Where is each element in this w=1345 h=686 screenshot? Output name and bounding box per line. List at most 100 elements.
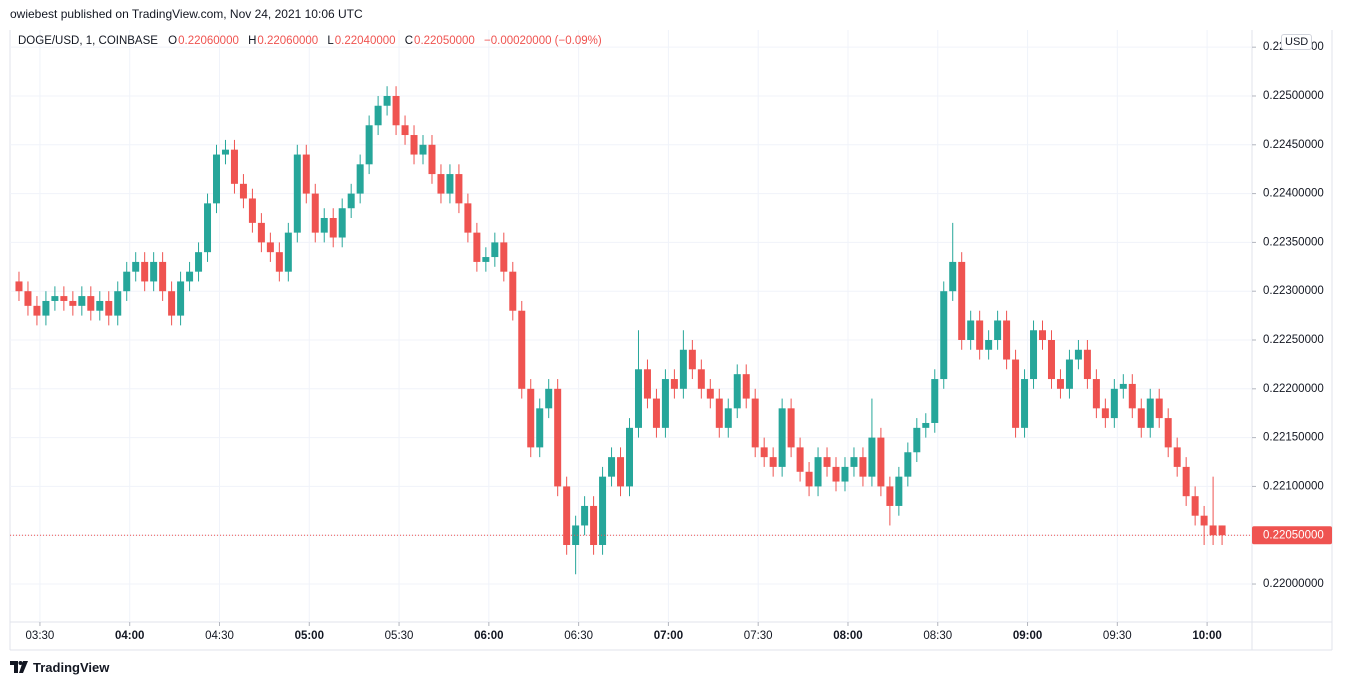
candle-body [581, 505, 589, 526]
candle-body [913, 427, 921, 453]
currency-button[interactable]: USD [1281, 34, 1313, 50]
candle-body [1003, 320, 1011, 360]
x-tick-label: 08:30 [923, 630, 952, 642]
candle-body [491, 242, 499, 258]
candle-body [24, 291, 32, 306]
candle-body [1065, 359, 1073, 389]
candle-body [976, 320, 984, 350]
candle-body [536, 408, 544, 448]
candle-body [105, 300, 113, 316]
candle-body [563, 486, 571, 545]
candle-body [904, 452, 912, 477]
candle-body [419, 144, 427, 155]
candle-body [141, 261, 149, 282]
candle-body [949, 261, 957, 292]
candle-body [590, 505, 598, 545]
candle-body [742, 374, 750, 399]
candle-body [796, 447, 804, 472]
candle-body [814, 457, 822, 487]
candle-body [1218, 525, 1226, 536]
candle-body [1012, 359, 1020, 428]
candle-body [518, 310, 526, 389]
x-tick-label: 08:00 [833, 630, 862, 642]
candle-body [1191, 496, 1199, 516]
candle-body [1128, 383, 1136, 409]
candle-body [257, 222, 265, 243]
candle-body [652, 398, 660, 428]
logo-icon [10, 661, 28, 673]
last-price-badge [1252, 526, 1332, 545]
candle-body [787, 408, 795, 448]
candle-body [51, 296, 59, 301]
y-tick-label: 0.22100000 [1263, 480, 1324, 492]
candle-body [1047, 340, 1055, 380]
candle-body [446, 174, 454, 194]
label: L [327, 35, 334, 47]
candle-body [150, 261, 158, 282]
candle-body [527, 388, 535, 448]
y-tick-label: 0.22000000 [1263, 578, 1324, 590]
candle-body [697, 369, 705, 389]
candle-body [1155, 398, 1163, 419]
y-tick-label: 0.22450000 [1263, 139, 1324, 151]
candle-body [42, 300, 50, 316]
y-tick-label: 0.22300000 [1263, 285, 1324, 297]
candle-body [410, 135, 418, 155]
candle-body [868, 437, 876, 477]
y-tick-label: 0.22400000 [1263, 188, 1324, 200]
candle-body [634, 369, 642, 428]
label: H [248, 35, 257, 47]
candle-body [437, 174, 445, 194]
candle-body [850, 457, 858, 467]
candle-body [994, 320, 1002, 341]
candle-body [69, 300, 77, 306]
candle-body [733, 374, 741, 409]
candle-body [347, 193, 355, 209]
y-tick-label: 0.22200000 [1263, 383, 1324, 395]
candle-body [1146, 398, 1154, 428]
x-tick-label: 04:00 [115, 630, 144, 642]
candle-body [78, 296, 86, 306]
x-tick-label: 07:00 [654, 630, 683, 642]
candle-body [60, 296, 68, 301]
candle-body [509, 271, 517, 311]
change: −0.00020000 (−0.09%) [484, 35, 602, 47]
x-tick-label: 05:00 [295, 630, 324, 642]
candle-body [931, 379, 939, 423]
value: 0.22040000 [334, 35, 396, 47]
candle-body [1137, 408, 1145, 428]
x-tick-label: 09:00 [1013, 630, 1042, 642]
candle-body [1021, 379, 1029, 428]
candle-body [401, 125, 409, 136]
candle-body [1074, 349, 1082, 360]
x-tick-label: 03:30 [26, 630, 55, 642]
candle-body [1056, 379, 1064, 389]
candle-body [159, 261, 167, 292]
candle-body [455, 174, 463, 204]
candle-body [275, 252, 283, 272]
candle-body [195, 252, 203, 272]
candle-body [33, 305, 41, 316]
candle-body [168, 291, 176, 316]
candle-body [293, 154, 301, 233]
candle-body [1030, 330, 1038, 380]
candle-body [500, 242, 508, 272]
candle-body [482, 257, 490, 262]
candle-body [724, 408, 732, 428]
label: C [404, 35, 414, 47]
legend: DOGE/USD, 1, COINBASE O0.22060000 H0.220… [18, 35, 608, 47]
candle-body [643, 369, 651, 399]
candle-body [338, 208, 346, 238]
candle-body [895, 476, 903, 506]
candle-body [1083, 349, 1091, 380]
candle-body [805, 471, 813, 487]
candle-body [320, 217, 328, 233]
candle-body [967, 320, 975, 341]
logo[interactable]: TradingView [10, 660, 109, 675]
candle-body [778, 408, 786, 467]
candle-body [769, 457, 777, 467]
candle-body [114, 291, 122, 316]
candle-body [365, 125, 373, 165]
candle-body [886, 486, 894, 506]
candle-body [1101, 408, 1109, 419]
